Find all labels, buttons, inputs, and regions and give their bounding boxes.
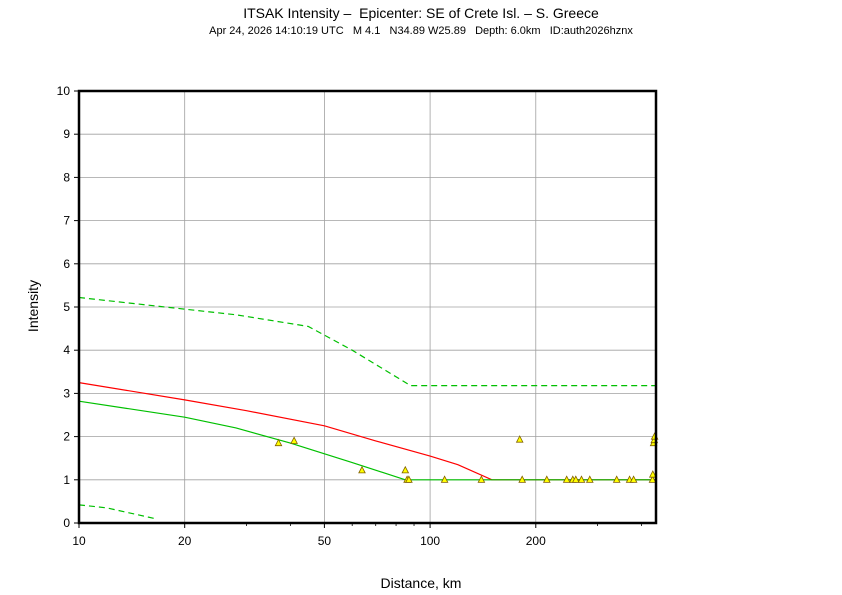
x-axis-label: Distance, km — [380, 575, 462, 591]
station-point — [648, 470, 657, 478]
series-line-3 — [78, 296, 656, 387]
y-tick-label: 6 — [63, 257, 70, 271]
x-tick-label: 200 — [526, 534, 546, 548]
station-point — [648, 475, 657, 483]
series-line-2 — [78, 400, 656, 481]
x-tick-label: 20 — [178, 534, 192, 548]
y-tick-label: 8 — [63, 170, 70, 184]
station-point — [518, 475, 527, 483]
station-point — [290, 436, 298, 444]
x-tick-label: 50 — [318, 534, 332, 548]
station-point — [440, 475, 449, 483]
y-tick-label: 0 — [63, 516, 70, 530]
curves — [78, 296, 656, 520]
station-points — [274, 432, 659, 483]
station-point — [274, 438, 283, 447]
station-point — [542, 475, 551, 483]
series-line-1 — [78, 382, 656, 481]
y-tick-label: 9 — [63, 127, 70, 141]
station-point — [562, 475, 571, 483]
station-point — [612, 475, 621, 483]
station-point — [405, 475, 413, 483]
y-tick-label: 7 — [63, 214, 70, 228]
y-tick-label: 3 — [63, 386, 70, 400]
station-point — [577, 475, 586, 483]
y-tick-label: 5 — [63, 300, 70, 314]
y-tick-label: 10 — [57, 84, 71, 98]
station-point — [401, 465, 410, 474]
x-tick-label: 10 — [72, 534, 86, 548]
y-tick-label: 1 — [63, 473, 70, 487]
x-tick-label: 100 — [420, 534, 440, 548]
chart-title: ITSAK Intensity – Epicenter: SE of Crete… — [243, 5, 599, 21]
station-point — [629, 475, 638, 483]
grid-lines — [79, 91, 656, 523]
station-point — [515, 435, 524, 443]
station-point — [571, 475, 580, 483]
station-point — [585, 475, 594, 483]
series-line-4 — [78, 504, 156, 520]
chart-subtitle: Apr 24, 2026 14:10:19 UTC M 4.1 N34.89 W… — [209, 25, 633, 37]
station-point — [358, 465, 366, 474]
y-tick-label: 2 — [63, 430, 70, 444]
y-tick-label: 4 — [63, 343, 70, 357]
station-point — [477, 475, 486, 483]
axis-ticks: 0 1 2 3 4 5 6 7 8 9 10 10 20 50 100 200 — [57, 84, 642, 548]
